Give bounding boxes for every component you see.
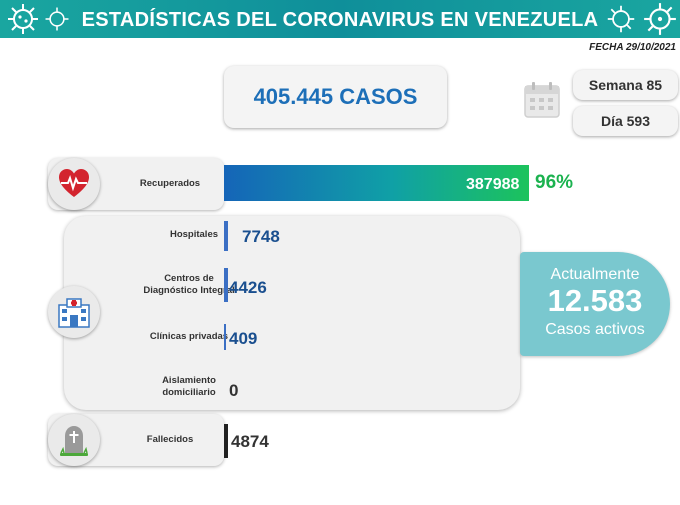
coronavirus-icon xyxy=(607,5,635,33)
coronavirus-icon xyxy=(644,3,676,35)
tombstone-icon xyxy=(60,426,88,456)
active-cases-caption-top: Actualmente xyxy=(550,266,640,283)
hospitals-bar xyxy=(224,221,228,251)
active-cases-bubble: Actualmente 12.583 Casos activos xyxy=(520,252,670,356)
deceased-label: Fallecidos xyxy=(146,434,194,445)
recovered-bar xyxy=(224,165,529,201)
coronavirus-icon xyxy=(45,7,69,31)
active-cases-number: 12.583 xyxy=(547,283,643,318)
hospitalization-panel: Hospitales Centros de Diagnóstico Integr… xyxy=(64,216,520,410)
total-cases-box: 405.445 CASOS xyxy=(224,66,447,128)
calendar-icon xyxy=(524,82,560,118)
report-date: FECHA 29/10/2021 xyxy=(589,42,676,53)
private-clinics-bar xyxy=(224,324,226,350)
recovered-label: Recuperados xyxy=(139,178,201,189)
cdi-value: 4426 xyxy=(229,278,267,297)
deceased-value: 4874 xyxy=(231,432,269,451)
hospital-icon xyxy=(58,298,90,328)
hospitals-label: Hospitales xyxy=(169,229,219,240)
week-box: Semana 85 xyxy=(573,70,678,100)
cdi-bar xyxy=(224,268,228,302)
deceased-icon-circle xyxy=(48,414,100,466)
hospital-icon-circle xyxy=(48,286,100,338)
heart-pulse-icon xyxy=(59,169,89,197)
private-clinics-label: Clínicas privadas xyxy=(149,331,229,342)
header-banner: ESTADÍSTICAS DEL CORONAVIRUS EN VENEZUEL… xyxy=(0,0,680,38)
page-title: ESTADÍSTICAS DEL CORONAVIRUS EN VENEZUEL… xyxy=(81,9,599,31)
private-clinics-value: 409 xyxy=(229,329,258,348)
active-cases-caption-bottom: Casos activos xyxy=(545,321,645,338)
day-box: Día 593 xyxy=(573,106,678,136)
deceased-bar xyxy=(224,424,228,458)
home-isolation-value: 0 xyxy=(229,381,239,400)
coronavirus-icon xyxy=(8,4,38,34)
home-isolation-label: Aislamiento domiciliario xyxy=(162,375,216,398)
recovered-percent: 96% xyxy=(535,172,574,193)
hospitals-value: 7748 xyxy=(242,227,280,246)
day-label: Día 593 xyxy=(600,113,651,129)
cdi-label: Centros de Diagnóstico Integral xyxy=(143,273,235,296)
total-cases-value: 405.445 CASOS xyxy=(253,84,418,109)
week-label: Semana 85 xyxy=(588,77,663,93)
recovered-icon-circle xyxy=(48,158,100,210)
recovered-value: 387988 xyxy=(466,176,520,193)
